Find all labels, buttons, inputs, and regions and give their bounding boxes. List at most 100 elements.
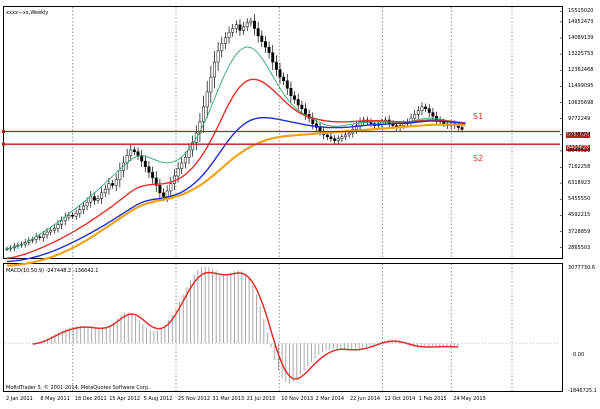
macd-zero-label: 0.00 xyxy=(573,352,585,358)
candle-body xyxy=(111,183,115,186)
candle-body xyxy=(165,190,169,197)
candle-body xyxy=(263,41,267,48)
candle-body xyxy=(129,149,133,156)
s2-label: S2 xyxy=(473,154,484,163)
candle-body xyxy=(96,198,100,201)
candle-body xyxy=(318,127,322,132)
candle-body xyxy=(358,121,362,126)
candle-body xyxy=(300,104,304,110)
candle-body xyxy=(198,121,202,134)
candle-body xyxy=(245,22,249,27)
ma-line-4 xyxy=(6,123,466,267)
y-tick-label: 7162258 xyxy=(568,164,591,171)
candle-body xyxy=(460,127,464,130)
y-tick-label: 8045523 xyxy=(568,147,591,154)
x-tick-label: 31 Mar 2013 xyxy=(212,396,245,402)
indicator-title: MACD(10,50,9) -247448.2 -136642.1 xyxy=(6,268,99,274)
candle-body xyxy=(347,132,351,136)
candle-body xyxy=(103,188,107,194)
candle-body xyxy=(71,214,74,217)
candle-body xyxy=(234,24,238,29)
x-tick-label: 10 Nov 2013 xyxy=(281,396,314,402)
candle-body xyxy=(416,110,420,115)
symbol-title: xxxx—xx,Weekly xyxy=(6,10,49,16)
x-tick-label: 24 May 2015 xyxy=(453,396,486,402)
candle-body xyxy=(424,106,428,110)
x-tick-label: 15 Apr 2012 xyxy=(109,396,141,402)
ma-line-2 xyxy=(6,78,466,259)
candle-body xyxy=(38,236,42,238)
y-tick-label: 12362468 xyxy=(568,67,594,74)
candle-body xyxy=(100,192,104,199)
candle-body xyxy=(85,201,89,207)
candle-body xyxy=(147,166,151,173)
ma-line-3 xyxy=(6,116,466,263)
copyright-text: MoftdTrader 5, © 2001-2014, MetaQuotes S… xyxy=(6,385,150,391)
candle-body xyxy=(183,157,187,164)
candle-body xyxy=(209,76,213,93)
candle-body xyxy=(304,108,307,115)
candle-body xyxy=(114,179,118,186)
candle-body xyxy=(340,136,344,139)
candle-body xyxy=(278,69,282,78)
candle-body xyxy=(293,95,297,100)
y-tick-label: 8908874 xyxy=(568,131,591,138)
candle-body xyxy=(431,112,435,117)
candle-body xyxy=(285,80,289,89)
candle-body xyxy=(143,160,147,167)
y-tick-label: 11499095 xyxy=(568,83,594,90)
candle-body xyxy=(92,196,96,201)
x-tick-label: 8 May 2011 xyxy=(40,396,70,402)
candle-body xyxy=(213,61,216,78)
candle-body xyxy=(151,172,155,179)
candle-body xyxy=(296,99,300,106)
y-tick-label: 5455550 xyxy=(568,196,591,203)
candle-body xyxy=(89,196,93,203)
candle-body xyxy=(282,76,286,82)
candle-body xyxy=(274,61,278,70)
candle-body xyxy=(271,52,275,63)
candle-body xyxy=(216,50,220,63)
candle-body xyxy=(413,114,417,119)
candle-body xyxy=(52,228,56,231)
y-tick-label: 4592215 xyxy=(568,212,591,219)
candle-body xyxy=(354,125,358,130)
candle-body xyxy=(253,20,256,29)
candle-body xyxy=(333,138,337,141)
ma-line-1 xyxy=(6,46,466,250)
x-tick-label: 2 Mar 2014 xyxy=(315,396,345,402)
y-tick-label: 2865503 xyxy=(568,244,591,251)
candle-body xyxy=(63,216,67,222)
macd-bottom-label: -1846725.1 xyxy=(568,388,597,394)
y-tick-label: 14952473 xyxy=(568,18,594,25)
candle-body xyxy=(158,185,162,194)
s1-label: S1 xyxy=(473,112,484,121)
candle-body xyxy=(238,24,242,31)
candle-body xyxy=(45,231,49,236)
candle-body xyxy=(329,136,333,139)
candle-body xyxy=(78,209,82,214)
x-tick-label: 12 Oct 2014 xyxy=(384,396,416,402)
s1-price-tag: 9081624 xyxy=(566,132,590,138)
candle-body xyxy=(336,138,340,141)
macd-top-label: 3077730.6 xyxy=(568,265,596,271)
candle-body xyxy=(176,168,180,177)
candle-body xyxy=(256,28,260,37)
y-tick-label: 13225753 xyxy=(568,51,594,58)
candle-body xyxy=(180,162,184,169)
y-tick-label: 3728859 xyxy=(568,228,591,235)
candle-body xyxy=(242,26,246,31)
candle-body xyxy=(107,183,111,190)
y-tick-label: 9772249 xyxy=(568,115,591,122)
candle-body xyxy=(325,134,329,138)
candle-body xyxy=(56,224,60,229)
x-tick-label: 1 Feb 2015 xyxy=(418,396,447,402)
candle-body xyxy=(154,177,158,186)
x-tick-label: 25 Nov 2012 xyxy=(178,396,211,402)
candle-body xyxy=(435,116,438,121)
level-handle xyxy=(2,142,5,146)
x-tick-label: 18 Dec 2011 xyxy=(74,396,107,402)
y-tick-label: 14089139 xyxy=(568,35,594,42)
